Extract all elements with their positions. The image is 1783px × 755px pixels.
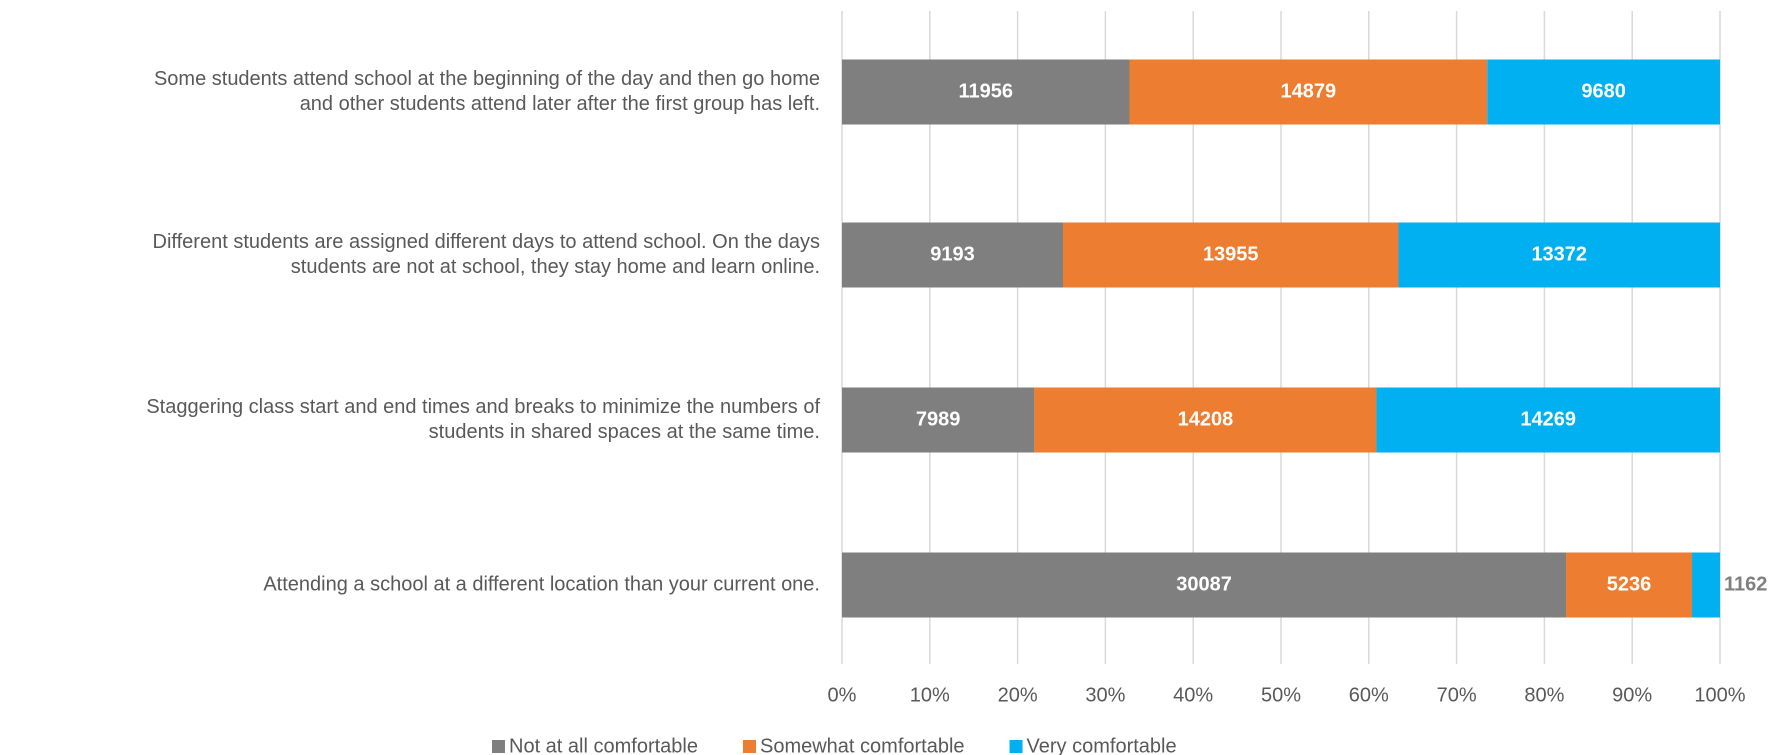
value-label: 14269: [1520, 408, 1576, 430]
x-tick-label: 20%: [998, 684, 1038, 706]
bar-segment: [842, 387, 1035, 453]
legend-swatch: [742, 740, 756, 753]
legend-label: Somewhat comfortable: [760, 735, 965, 755]
x-tick-label: 50%: [1261, 684, 1301, 706]
value-label: 30087: [1176, 573, 1232, 595]
legend-label: Very comfortable: [1027, 735, 1177, 755]
bar-segment: [1692, 552, 1720, 618]
category-label: students are not at school, they stay ho…: [291, 256, 820, 278]
category-label: Attending a school at a different locati…: [263, 573, 820, 595]
bar-segment: [1063, 222, 1399, 288]
category-label: Staggering class start and end times and…: [146, 396, 820, 418]
x-tick-label: 90%: [1612, 684, 1652, 706]
category-label: Different students are assigned differen…: [153, 231, 820, 253]
value-label: 11956: [958, 80, 1013, 102]
x-tick-label: 70%: [1437, 684, 1477, 706]
bar-segment: [1566, 552, 1693, 618]
category-label: and other students attend later after th…: [300, 93, 820, 115]
x-tick-label: 10%: [910, 684, 950, 706]
bar-segment: [1129, 59, 1488, 125]
x-tick-label: 40%: [1173, 684, 1213, 706]
x-tick-label: 80%: [1524, 684, 1564, 706]
bar-segment: [1376, 387, 1720, 453]
value-label: 9680: [1581, 80, 1626, 102]
legend-label: Not at all comfortable: [509, 735, 698, 755]
bar-segment: [842, 59, 1130, 125]
value-label: 7989: [916, 408, 961, 430]
legend-swatch: [1009, 740, 1023, 753]
bar-segment: [842, 222, 1064, 288]
x-tick-label: 0%: [828, 684, 857, 706]
value-label: 14208: [1178, 408, 1234, 430]
bar-segment: [1034, 387, 1377, 453]
legend-swatch: [492, 740, 505, 753]
value-label: 13955: [1203, 243, 1259, 265]
category-label: students in shared spaces at the same ti…: [429, 421, 820, 443]
value-label: 14879: [1281, 80, 1337, 102]
bar-segment: [842, 552, 1567, 618]
value-label: 9193: [930, 243, 975, 265]
value-label: 1162: [1724, 573, 1767, 595]
bar-segment: [1398, 222, 1720, 288]
value-label: 13372: [1531, 243, 1587, 265]
x-tick-label: 60%: [1349, 684, 1389, 706]
x-tick-label: 30%: [1085, 684, 1125, 706]
category-label: Some students attend school at the begin…: [154, 68, 820, 90]
x-tick-label: 100%: [1694, 684, 1745, 706]
bar-segment: [1487, 59, 1720, 125]
value-label: 5236: [1607, 573, 1652, 595]
